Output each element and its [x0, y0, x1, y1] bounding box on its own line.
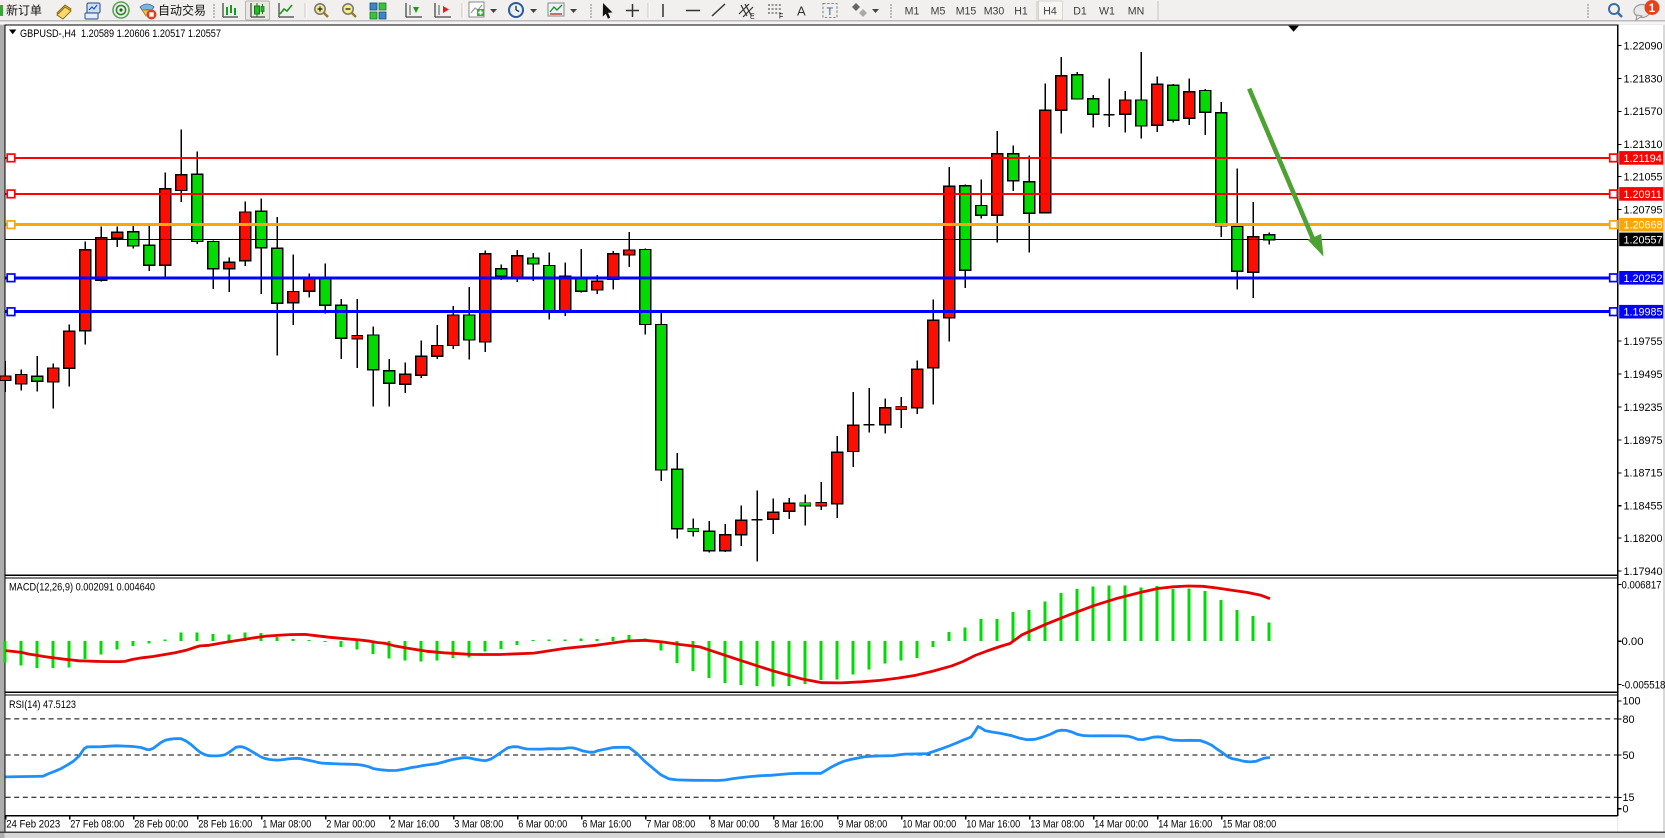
svg-text:10 Mar 00:00: 10 Mar 00:00 — [902, 819, 956, 831]
svg-text:1.18715: 1.18715 — [1624, 468, 1663, 480]
svg-text:-0.005518: -0.005518 — [1622, 679, 1665, 691]
svg-text:1.18200: 1.18200 — [1624, 533, 1663, 545]
svg-text:M5: M5 — [931, 6, 946, 18]
svg-text:1.21310: 1.21310 — [1624, 139, 1663, 151]
svg-text:24 Feb 2023: 24 Feb 2023 — [6, 819, 60, 831]
svg-text:自动交易: 自动交易 — [158, 3, 206, 18]
svg-text:0.006817: 0.006817 — [1622, 579, 1662, 591]
svg-text:RSI(14) 47.5123: RSI(14) 47.5123 — [9, 699, 76, 711]
svg-text:2 Mar 00:00: 2 Mar 00:00 — [326, 819, 375, 831]
svg-text:15 Mar 08:00: 15 Mar 08:00 — [1222, 819, 1276, 831]
svg-text:0: 0 — [1623, 804, 1629, 816]
svg-text:M1: M1 — [905, 6, 920, 18]
svg-text:MN: MN — [1128, 6, 1144, 18]
svg-text:1.18455: 1.18455 — [1624, 501, 1663, 513]
svg-text:80: 80 — [1623, 714, 1635, 726]
svg-text:28 Feb 00:00: 28 Feb 00:00 — [134, 819, 188, 831]
svg-text:50: 50 — [1623, 750, 1635, 762]
svg-text:1.19985: 1.19985 — [1624, 307, 1663, 319]
svg-text:E: E — [750, 14, 755, 21]
svg-text:1.20668: 1.20668 — [1624, 220, 1663, 232]
svg-text:H4: H4 — [1043, 6, 1057, 18]
svg-text:1.20911: 1.20911 — [1624, 189, 1662, 201]
svg-text:1.21830: 1.21830 — [1624, 73, 1663, 85]
svg-text:1.20252: 1.20252 — [1624, 273, 1663, 285]
svg-text:1.21055: 1.21055 — [1624, 171, 1663, 183]
svg-text:13 Mar 08:00: 13 Mar 08:00 — [1030, 819, 1084, 831]
svg-text:8 Mar 00:00: 8 Mar 00:00 — [710, 819, 759, 831]
svg-text:1.20795: 1.20795 — [1624, 204, 1663, 216]
svg-text:3 Mar 08:00: 3 Mar 08:00 — [454, 819, 503, 831]
svg-text:H1: H1 — [1014, 6, 1028, 18]
svg-text:1.22090: 1.22090 — [1624, 40, 1663, 52]
svg-text:M15: M15 — [956, 6, 977, 18]
svg-text:1.21570: 1.21570 — [1624, 106, 1663, 118]
svg-text:100: 100 — [1623, 696, 1641, 708]
svg-text:27 Feb 08:00: 27 Feb 08:00 — [70, 819, 124, 831]
svg-text:F: F — [779, 14, 783, 21]
svg-text:1: 1 — [1649, 3, 1656, 15]
svg-text:14 Mar 16:00: 14 Mar 16:00 — [1158, 819, 1212, 831]
svg-text:1 Mar 08:00: 1 Mar 08:00 — [262, 819, 311, 831]
svg-text:1.20557: 1.20557 — [1624, 234, 1663, 246]
svg-text:1.17940: 1.17940 — [1624, 566, 1663, 578]
svg-text:1.18975: 1.18975 — [1624, 435, 1663, 447]
svg-text:新订单: 新订单 — [6, 3, 42, 18]
svg-text:1.19755: 1.19755 — [1624, 336, 1663, 348]
svg-text:6 Mar 00:00: 6 Mar 00:00 — [518, 819, 567, 831]
svg-text:W1: W1 — [1099, 6, 1115, 18]
svg-text:10 Mar 16:00: 10 Mar 16:00 — [966, 819, 1020, 831]
svg-text:GBPUSD-,H4 1.20589 1.20606 1.: GBPUSD-,H4 1.20589 1.20606 1.20517 1.205… — [20, 28, 221, 40]
svg-text:T: T — [827, 6, 834, 18]
svg-text:7 Mar 08:00: 7 Mar 08:00 — [646, 819, 695, 831]
svg-text:9 Mar 08:00: 9 Mar 08:00 — [838, 819, 887, 831]
svg-text:15: 15 — [1623, 792, 1635, 804]
svg-text:0.00: 0.00 — [1622, 636, 1644, 648]
svg-text:1.21194: 1.21194 — [1624, 153, 1662, 165]
svg-text:6 Mar 16:00: 6 Mar 16:00 — [582, 819, 631, 831]
svg-text:1.19235: 1.19235 — [1624, 402, 1663, 414]
svg-text:MACD(12,26,9) 0.002091 0.00464: MACD(12,26,9) 0.002091 0.004640 — [9, 582, 155, 594]
svg-text:A: A — [797, 4, 806, 19]
svg-text:1.19495: 1.19495 — [1624, 369, 1663, 381]
svg-text:D1: D1 — [1073, 6, 1087, 18]
svg-text:2 Mar 16:00: 2 Mar 16:00 — [390, 819, 439, 831]
svg-text:14 Mar 00:00: 14 Mar 00:00 — [1094, 819, 1148, 831]
svg-text:8 Mar 16:00: 8 Mar 16:00 — [774, 819, 823, 831]
svg-text:M30: M30 — [984, 6, 1005, 18]
svg-text:28 Feb 16:00: 28 Feb 16:00 — [198, 819, 252, 831]
